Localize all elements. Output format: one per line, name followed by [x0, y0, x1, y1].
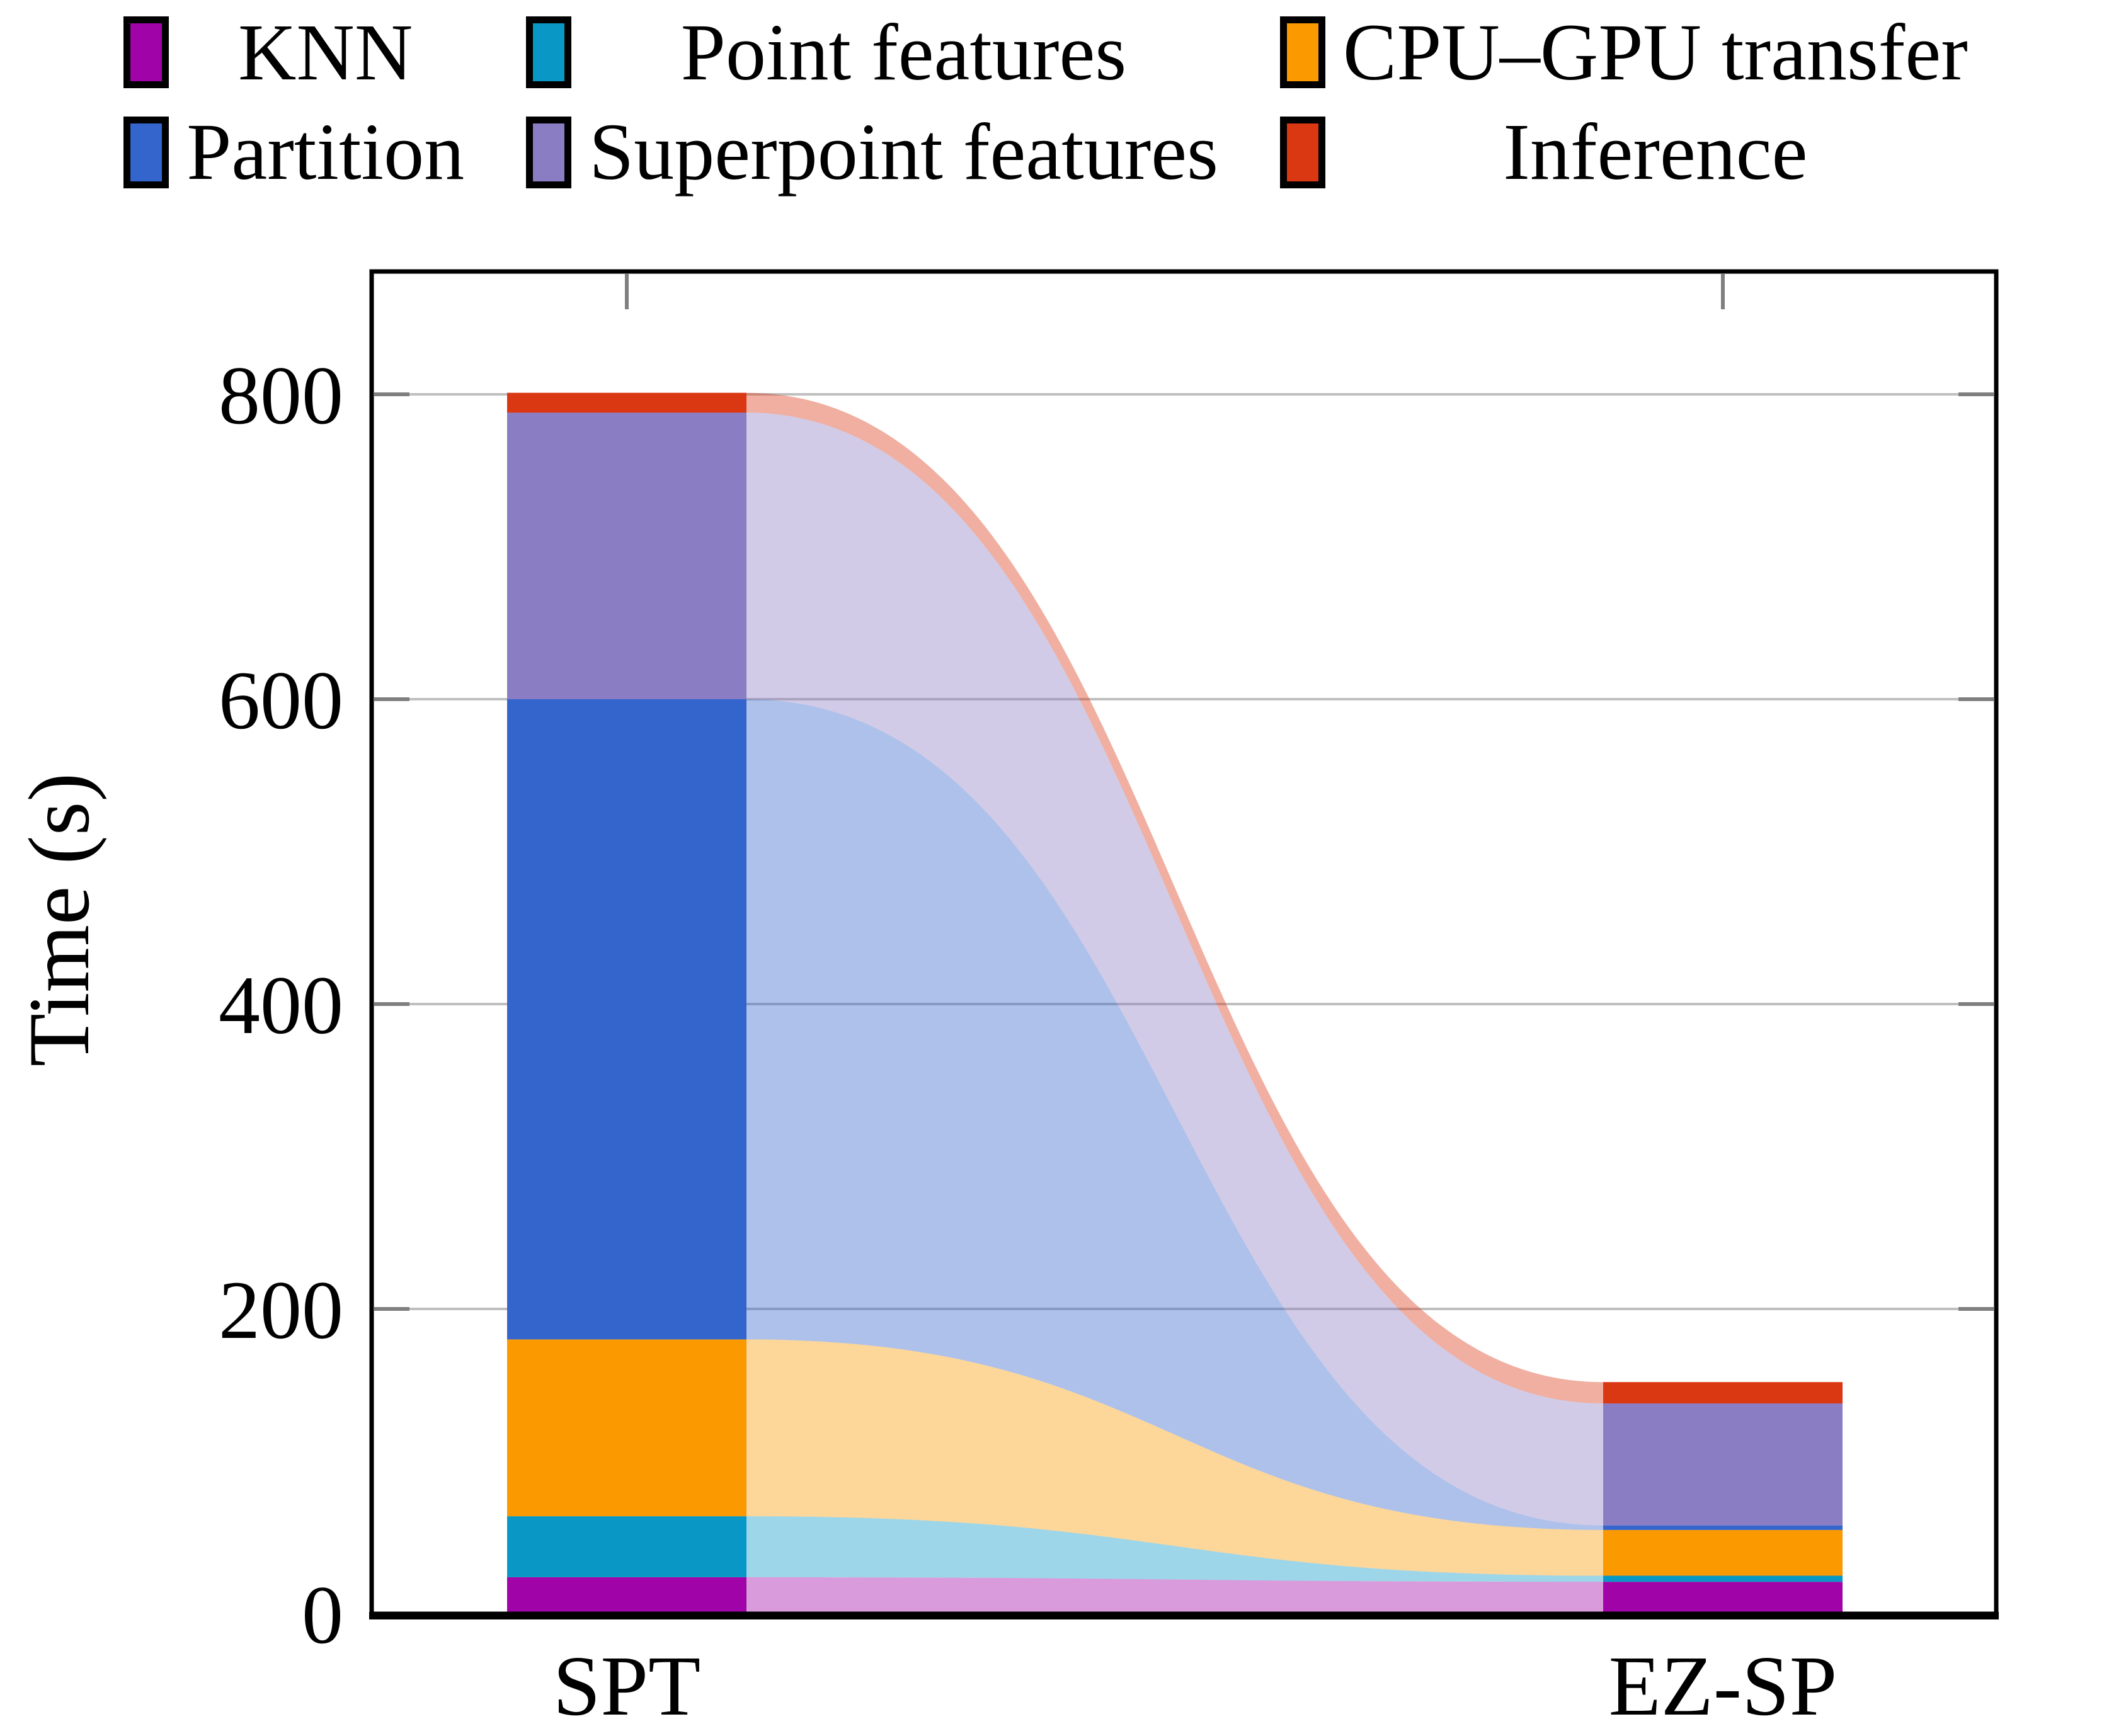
- legend-label-knn: KNN: [237, 8, 413, 97]
- x-category-label-spt: SPT: [553, 1639, 700, 1733]
- knn-swatch-icon: [123, 16, 169, 89]
- y-tick-label-600: 600: [219, 654, 343, 746]
- bar-segment-spt-cpu-gpu-transfer: [507, 1339, 746, 1517]
- bar-segment-ez-sp-cpu-gpu-transfer: [1603, 1529, 1843, 1576]
- legend-label-partition: Partition: [186, 107, 465, 197]
- flow-ribbon-superpoint-features: [746, 413, 1603, 1526]
- x-category-label-ez-sp: EZ-SP: [1609, 1639, 1838, 1733]
- legend-item-inference: Inference: [1279, 107, 1986, 197]
- bar-segment-ez-sp-superpoint-features: [1603, 1403, 1843, 1526]
- y-tick-label-400: 400: [219, 959, 343, 1051]
- legend-label-cpu-gpu-transfer: CPU–GPU transfer: [1342, 8, 1968, 97]
- bar-segment-spt-superpoint-features: [507, 413, 746, 699]
- legend-item-knn: KNN: [123, 10, 482, 94]
- bar-segment-spt-partition: [507, 699, 746, 1340]
- cpu-gpu-transfer-swatch-icon: [1279, 16, 1325, 89]
- y-tick-label-200: 200: [219, 1264, 343, 1356]
- legend: KNN Point features CPU–GPU transfer Part…: [0, 10, 2109, 195]
- y-tick-label-800: 800: [219, 349, 343, 442]
- legend-label-superpoint-features: Superpoint features: [589, 107, 1218, 197]
- legend-item-point-features: Point features: [526, 10, 1236, 94]
- point-features-swatch-icon: [526, 16, 572, 89]
- bar-segment-ez-sp-inference: [1603, 1382, 1843, 1404]
- inference-swatch-icon: [1279, 116, 1325, 188]
- bar-segment-ez-sp-point-features: [1603, 1575, 1843, 1582]
- flow-ribbon-cpu-gpu-transfer: [746, 1339, 1603, 1576]
- superpoint-features-swatch-icon: [526, 116, 572, 188]
- y-tick-label-0: 0: [302, 1568, 343, 1661]
- bar-segment-ez-sp-partition: [1603, 1525, 1843, 1530]
- plot-area: [369, 269, 1999, 1619]
- bar-segment-spt-knn: [507, 1577, 746, 1614]
- legend-label-point-features: Point features: [680, 8, 1127, 97]
- bar-segment-spt-inference: [507, 392, 746, 413]
- bar-segment-spt-point-features: [507, 1516, 746, 1577]
- flow-ribbon-point-features: [746, 1516, 1603, 1582]
- legend-item-cpu-gpu-transfer: CPU–GPU transfer: [1279, 8, 1986, 97]
- legend-item-superpoint-features: Superpoint features: [526, 107, 1236, 197]
- bar-segment-ez-sp-knn: [1603, 1582, 1843, 1614]
- y-axis-title: Time (s): [11, 773, 107, 1067]
- flow-ribbon-partition: [746, 699, 1603, 1530]
- legend-item-partition: Partition: [123, 107, 482, 197]
- flow-ribbon-knn: [746, 1577, 1603, 1614]
- legend-label-inference: Inference: [1503, 107, 1808, 197]
- partition-swatch-icon: [123, 116, 169, 188]
- flow-ribbon-inference: [746, 392, 1603, 1404]
